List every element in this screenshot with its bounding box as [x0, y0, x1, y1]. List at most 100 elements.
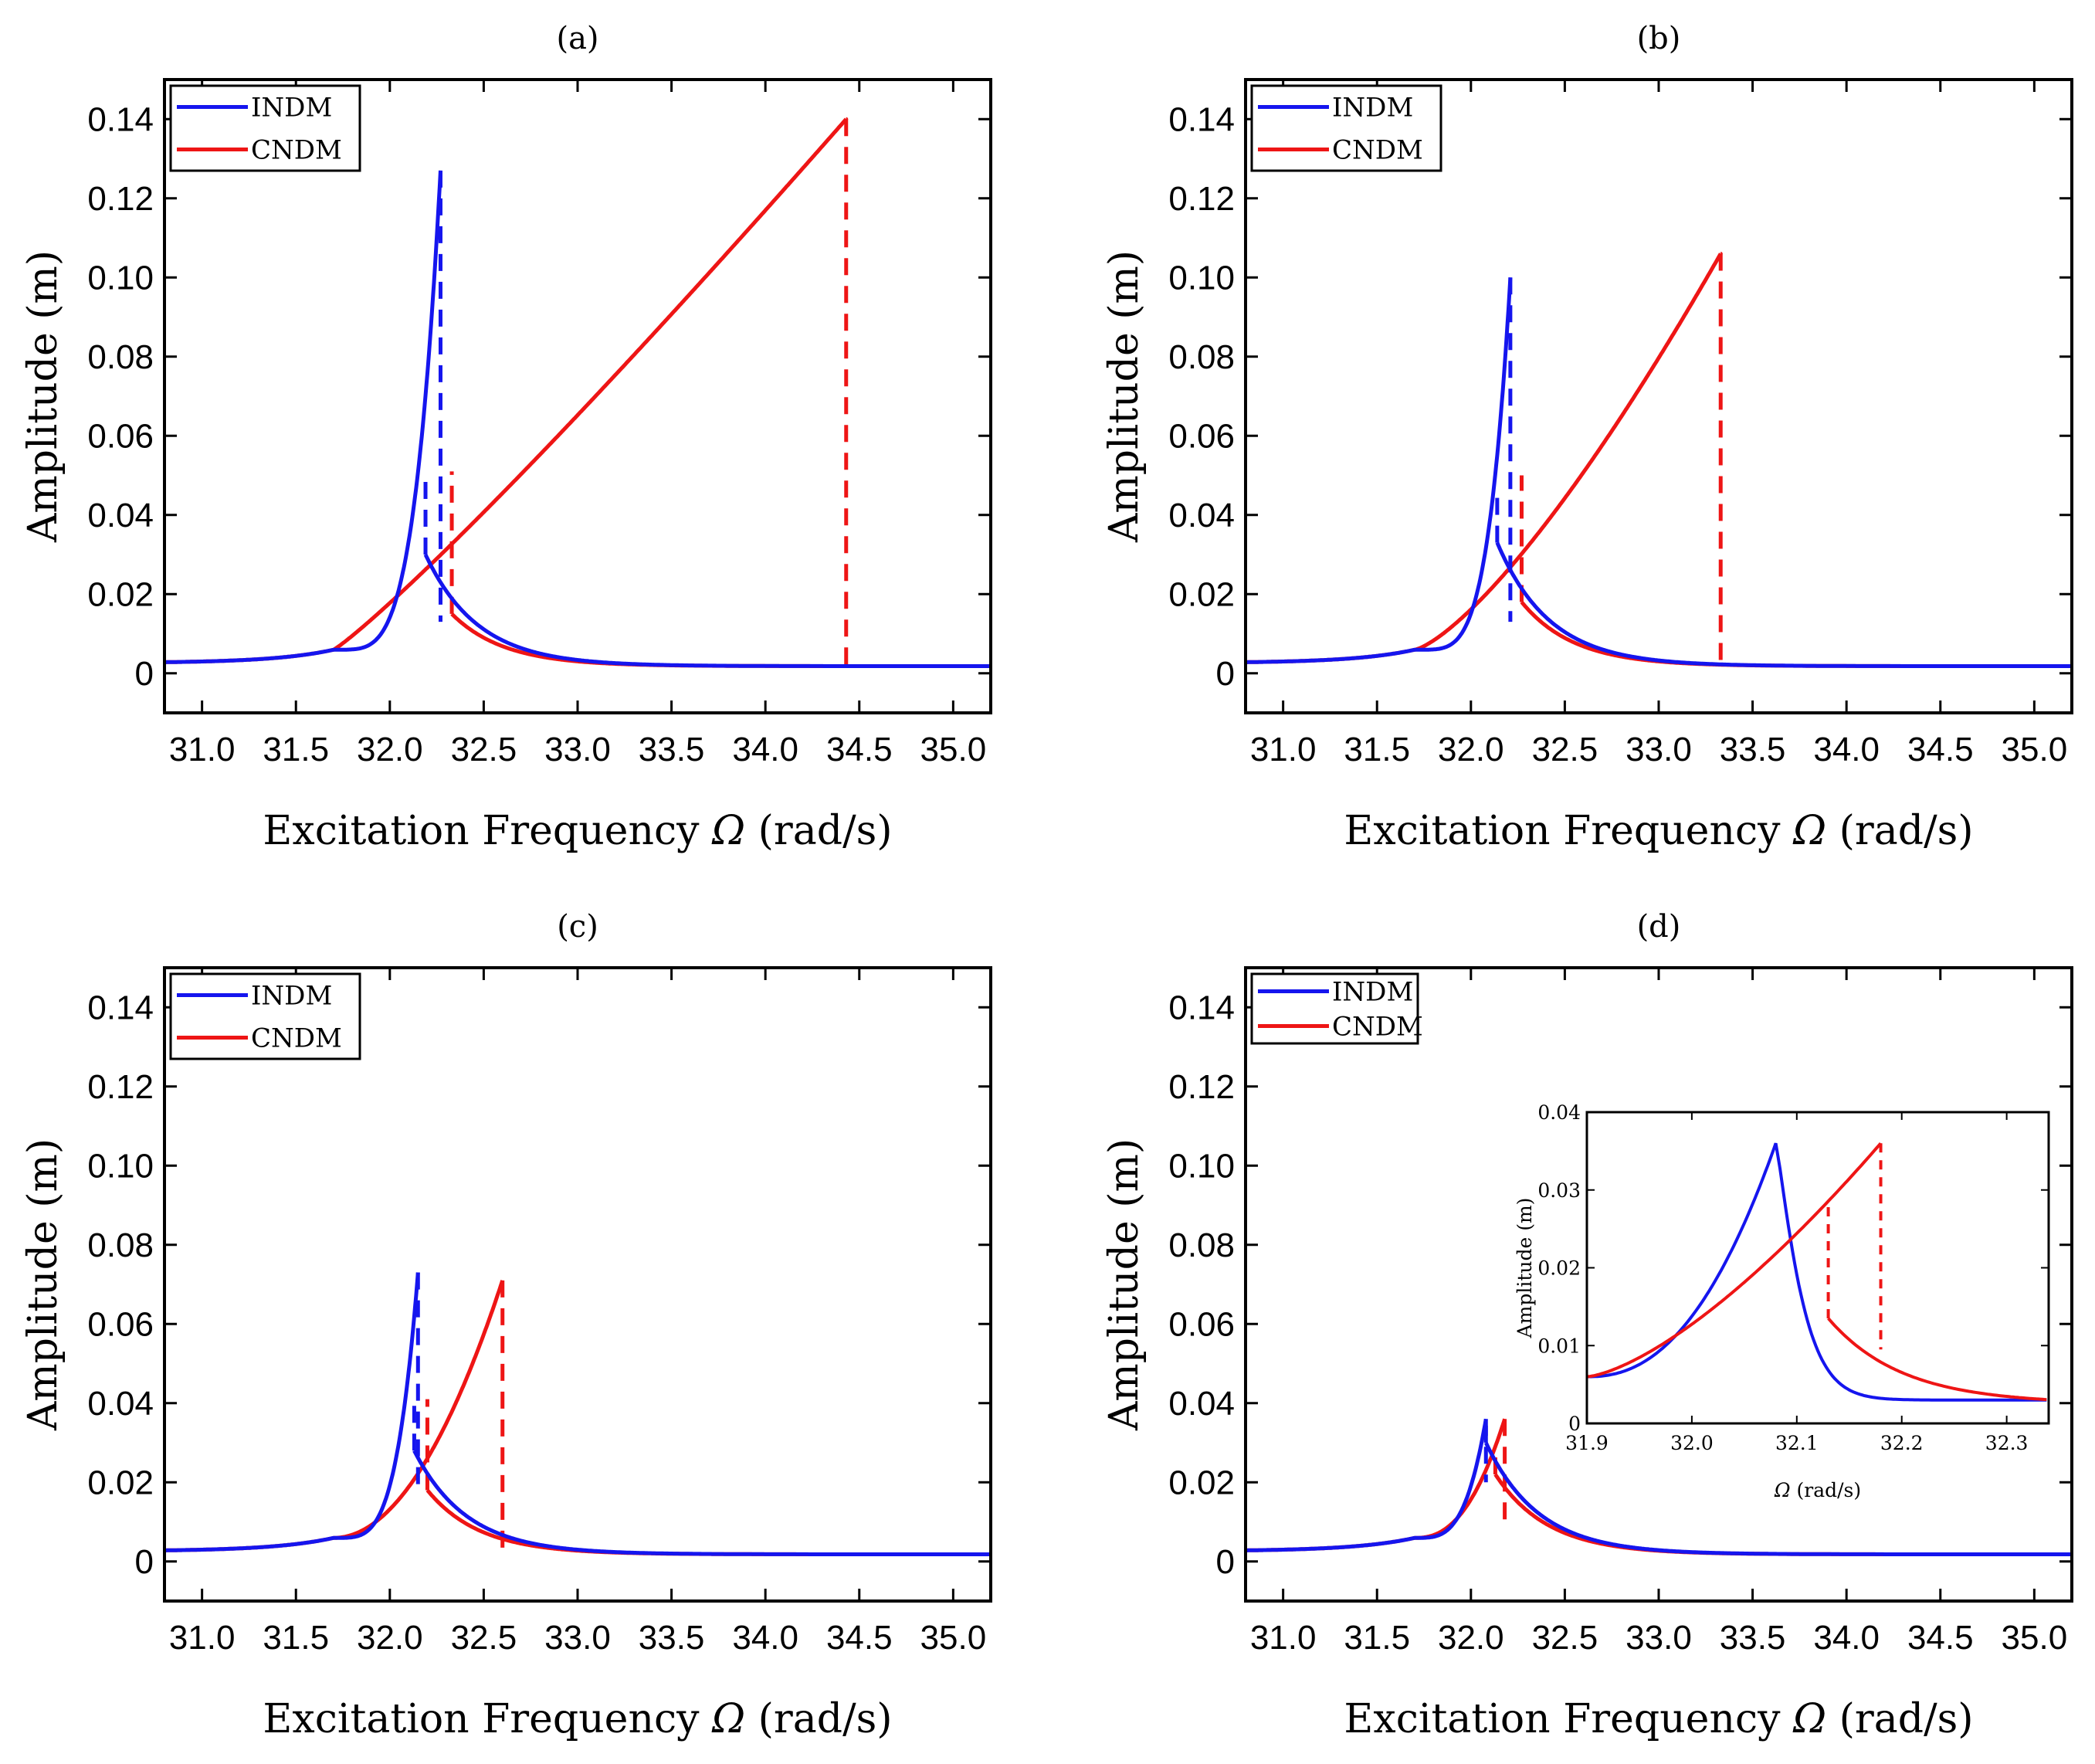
x-tick-label: 31.0	[169, 731, 236, 768]
y-tick-label: 0.08	[87, 1226, 154, 1264]
x-tick-label: 32.5	[1532, 1619, 1598, 1657]
x-axis-label: Excitation Frequency Ω (rad/s)	[263, 1696, 892, 1742]
inset-omega-symbol: Ω	[1774, 1479, 1791, 1501]
x-tick-label: 34.5	[826, 731, 893, 768]
legend-label-cndm: CNDM	[251, 135, 342, 166]
cndm-lower-branch	[450, 612, 991, 668]
y-tick-label: 0.02	[1168, 1464, 1235, 1501]
chart-panel-a: (a) 31.0 31.5 32.0 32.5 33.0 33.5 34.0 34.5 35.0 0…	[20, 21, 992, 854]
y-axis-label: Amplitude (m)	[20, 250, 66, 543]
x-tick-label: 33.5	[639, 1619, 705, 1657]
x-tick-label: 34.5	[1907, 731, 1974, 768]
y-tick-label: 0	[1216, 1543, 1235, 1581]
inset-cndm-lower-branch	[1827, 1317, 2047, 1402]
cndm-lower-branch	[425, 1488, 991, 1556]
x-axis-label-text: Excitation Frequency	[1344, 808, 1793, 854]
inset-x-tick-label: 32.0	[1670, 1432, 1714, 1454]
x-tick-label: 32.0	[357, 731, 423, 768]
cndm-upper-branch	[1246, 252, 1723, 664]
x-tick-label: 32.5	[451, 1619, 517, 1657]
plot-area	[164, 117, 991, 668]
indm-upper-branch	[164, 170, 442, 664]
panel-title: (b)	[1637, 21, 1681, 56]
x-tick-label: 32.0	[1438, 731, 1504, 768]
inset-y-tick-label: 0.02	[1537, 1257, 1581, 1280]
omega-symbol: Ω	[1792, 1696, 1826, 1742]
x-axis-label-text: Excitation Frequency	[263, 1696, 712, 1742]
x-axis-label-text: Excitation Frequency	[1344, 1696, 1793, 1742]
x-tick-label: 31.0	[1250, 731, 1317, 768]
inset-x-tick-label: 32.2	[1880, 1432, 1924, 1454]
y-tick-label: 0.14	[87, 100, 154, 138]
x-tick-label: 33.0	[544, 1619, 611, 1657]
y-axis-label: Amplitude (m)	[1101, 250, 1148, 543]
legend-box	[169, 84, 361, 172]
cndm-upper-branch	[164, 117, 849, 664]
x-tick-label: 35.0	[920, 1619, 987, 1657]
x-tick-label: 31.5	[263, 1619, 329, 1657]
x-tick-label: 34.0	[732, 731, 798, 768]
plot-area	[1246, 1418, 2072, 1556]
x-tick-label: 33.0	[1625, 731, 1692, 768]
inset-y-tick-label: 0.03	[1537, 1179, 1581, 1202]
plot-frame	[1244, 78, 2073, 714]
x-tick-label: 35.0	[920, 731, 987, 768]
y-tick-label: 0.10	[1168, 259, 1235, 297]
x-tick-label: 35.0	[2002, 1619, 2068, 1657]
plot-area	[1246, 252, 2072, 668]
legend-label-indm: INDM	[251, 93, 332, 124]
x-tick-label: 33.0	[544, 731, 611, 768]
x-tick-label: 32.0	[357, 1619, 423, 1657]
indm-lower-branch	[423, 553, 991, 668]
x-axis-label-units: (rad/s)	[1826, 1696, 1973, 1742]
inset-y-tick-label: 0.01	[1537, 1335, 1581, 1357]
chart-panel-d: (d) 31.0 31.5 32.0 32.5 33.0 33.5 34.0 34.5 35.0 0…	[1101, 909, 2073, 1742]
y-tick-label: 0.12	[1168, 180, 1235, 218]
omega-symbol: Ω	[711, 1696, 745, 1742]
y-tick-label: 0.04	[1168, 1385, 1235, 1423]
indm-upper-branch	[1246, 277, 1513, 664]
legend-box	[1250, 972, 1419, 1045]
x-axis-label: Excitation Frequency Ω (rad/s)	[263, 808, 892, 854]
x-tick-label: 34.5	[1907, 1619, 1974, 1657]
omega-symbol: Ω	[1792, 808, 1826, 854]
y-tick-label: 0.12	[87, 1068, 154, 1106]
x-tick-label: 32.5	[451, 731, 517, 768]
x-tick-label: 33.5	[639, 731, 705, 768]
x-tick-label: 35.0	[2002, 731, 2068, 768]
legend-label-indm: INDM	[1332, 93, 1413, 124]
inset-cndm-upper-branch	[1586, 1142, 1883, 1379]
inset-background	[1587, 1112, 2049, 1423]
y-tick-label: 0.08	[1168, 1226, 1235, 1264]
x-tick-label: 34.0	[1813, 731, 1880, 768]
chart-panel-c: (c) 31.0 31.5 32.0 32.5 33.0 33.5 34.0 34.5 35.0 0…	[20, 909, 992, 1742]
y-tick-label: 0.04	[87, 497, 154, 534]
x-axis-label-units: (rad/s)	[1826, 808, 1973, 854]
inset-y-tick-label: 0.04	[1537, 1101, 1581, 1124]
indm-upper-branch	[1246, 1418, 1488, 1552]
legend-label-indm: INDM	[1332, 977, 1413, 1008]
x-axis-label-text: Excitation Frequency	[263, 808, 712, 854]
inset-y-axis-label: Amplitude (m)	[1514, 1198, 1536, 1339]
chart-panel-b: (b) 31.0 31.5 32.0 32.5 33.0 33.5 34.0 34.5 35.0 0…	[1101, 21, 2073, 854]
omega-symbol: Ω	[711, 808, 745, 854]
cndm-lower-branch	[1520, 600, 2072, 668]
legend-label-cndm: CNDM	[251, 1023, 342, 1054]
y-tick-label: 0.14	[1168, 100, 1235, 138]
inset-indm-curve	[1587, 1142, 2047, 1402]
cndm-upper-branch	[164, 1280, 505, 1552]
x-axis-label-units: (rad/s)	[745, 1696, 892, 1742]
x-tick-label: 32.0	[1438, 1619, 1504, 1657]
y-tick-label: 0	[1216, 655, 1235, 693]
x-tick-label: 32.5	[1532, 731, 1598, 768]
y-tick-label: 0.10	[1168, 1147, 1235, 1185]
x-tick-label: 31.5	[1344, 1619, 1410, 1657]
x-tick-label: 34.0	[1813, 1619, 1880, 1657]
legend-label-cndm: CNDM	[1332, 1012, 1423, 1043]
inset-x-axis-units: (rad/s)	[1791, 1479, 1862, 1501]
plot-frame	[163, 78, 992, 714]
y-tick-label: 0.10	[87, 1147, 154, 1185]
indm-lower-branch	[412, 1450, 991, 1556]
x-tick-label: 33.5	[1720, 1619, 1786, 1657]
y-tick-label: 0.06	[87, 417, 154, 455]
